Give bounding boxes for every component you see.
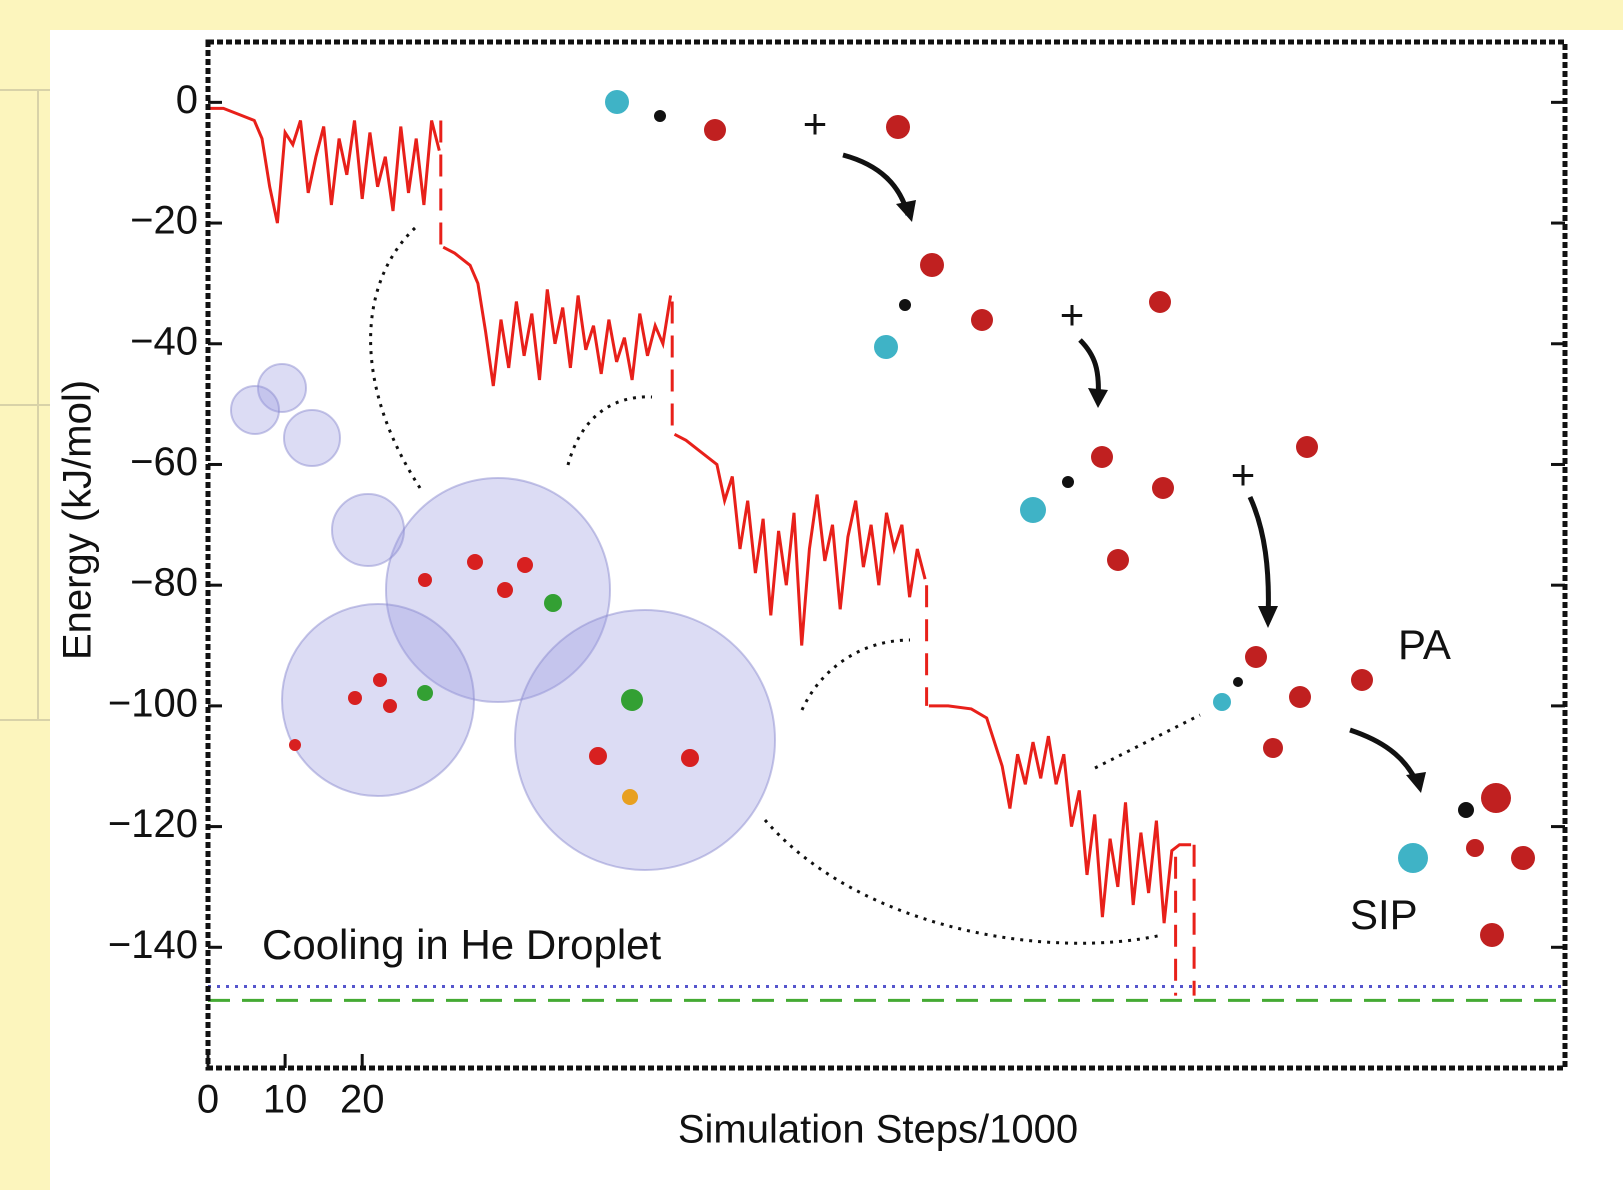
y-tick-label: −140 <box>108 923 198 967</box>
annotation: + <box>803 100 828 147</box>
y-tick-label: −20 <box>130 199 198 243</box>
x-axis-label: Simulation Steps/1000 <box>678 1108 1078 1152</box>
y-axis-label: Energy (kJ/mol) <box>56 380 100 660</box>
illustration <box>230 90 1535 947</box>
annotation: + <box>1231 451 1256 498</box>
plot: 0 −20 −40 −60 −80 −100 −120 −140 0 10 20 <box>108 39 1568 1122</box>
y-tick-label: −120 <box>108 802 198 846</box>
x-tick-label: 10 <box>263 1078 308 1122</box>
left-panel <box>0 89 50 721</box>
x-tick-label: 20 <box>340 1078 385 1122</box>
x-tick-label: 0 <box>197 1078 219 1122</box>
annotation: Cooling in He Droplet <box>262 921 662 968</box>
chart-area <box>50 30 1623 1190</box>
annotation: SIP <box>1350 891 1418 938</box>
y-tick-label: 0 <box>176 78 198 122</box>
energy-trace <box>208 106 1192 924</box>
y-tick-label: −60 <box>130 440 198 484</box>
y-tick-label: −100 <box>108 681 198 725</box>
y-tick-label: −40 <box>130 319 198 363</box>
annotation: + <box>1060 291 1085 338</box>
y-tick-label: −80 <box>130 561 198 605</box>
plot-frame <box>205 39 1568 1071</box>
annotation: PA <box>1398 621 1451 668</box>
